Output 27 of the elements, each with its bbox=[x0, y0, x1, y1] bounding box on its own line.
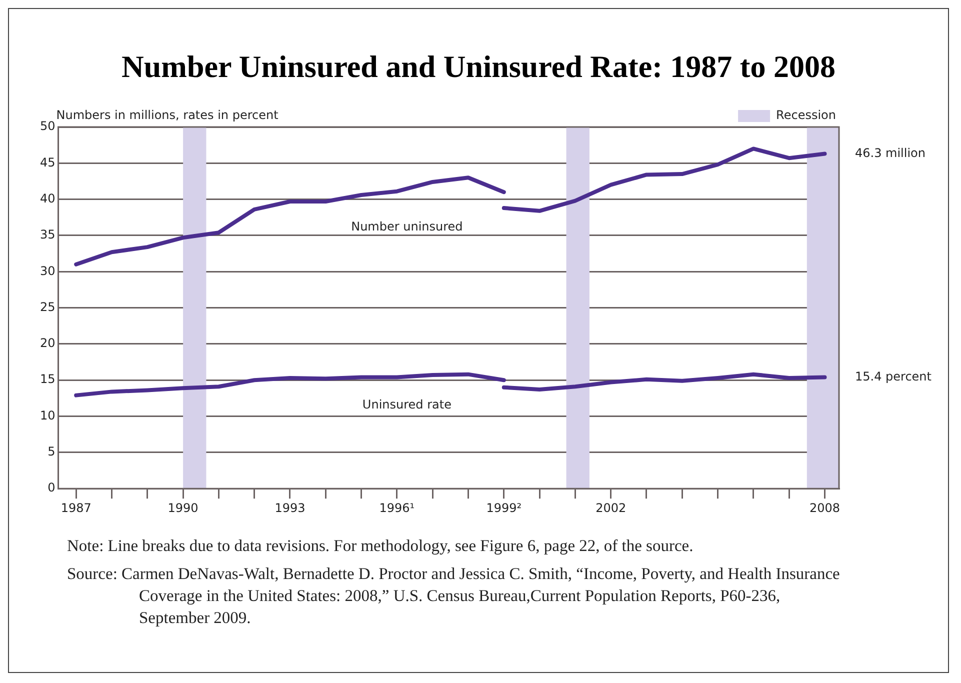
chart-title: Number Uninsured and Uninsured Rate: 1987 to 2008 bbox=[120, 49, 836, 85]
x-tick-label: 1987 bbox=[60, 500, 92, 515]
source-note: Source: Carmen DeNavas-Walt, Bernadette D. Proctor and Jessica C. Smith, “Income, Poverty, and Health Insurance Coverage in the United States: 2008,” U.S. Census Bureau,Current Population Reports, P60-236, September 2009. bbox=[67, 563, 841, 629]
y-tick-label: 20 bbox=[40, 336, 56, 350]
y-tick-label: 10 bbox=[40, 408, 56, 422]
y-tick-label: 30 bbox=[40, 264, 56, 278]
y-tick-label: 40 bbox=[40, 191, 56, 206]
legend-label: Recession bbox=[776, 108, 836, 122]
x-tick-label: 1999² bbox=[486, 500, 522, 515]
y-tick-label: 25 bbox=[40, 300, 56, 314]
text: 46.3 million bbox=[855, 146, 926, 160]
series-label: Uninsured rate bbox=[362, 397, 452, 412]
x-tick-label: 1993 bbox=[274, 500, 306, 515]
text: 15.4 percent bbox=[855, 369, 932, 384]
y-tick-label: 15 bbox=[40, 372, 56, 386]
y-axis-title: Numbers in millions, rates in percent bbox=[56, 108, 279, 122]
y-tick-label: 50 bbox=[40, 119, 56, 134]
x-tick-label: 2008 bbox=[809, 500, 840, 515]
x-tick-label: 1996¹ bbox=[379, 500, 415, 515]
y-tick-label: 35 bbox=[40, 228, 56, 242]
x-tick-label: 1990 bbox=[168, 500, 198, 515]
y-tick-label: 5 bbox=[48, 444, 56, 459]
y-tick-label: 0 bbox=[48, 480, 56, 495]
y-tick-label: 45 bbox=[40, 155, 56, 170]
series-label: Number uninsured bbox=[351, 219, 463, 234]
x-tick-label: 2002 bbox=[596, 500, 626, 515]
text: Note: Line breaks due to data revisions. For methodology, see Figure 6, page 22, of the source. bbox=[67, 535, 694, 557]
